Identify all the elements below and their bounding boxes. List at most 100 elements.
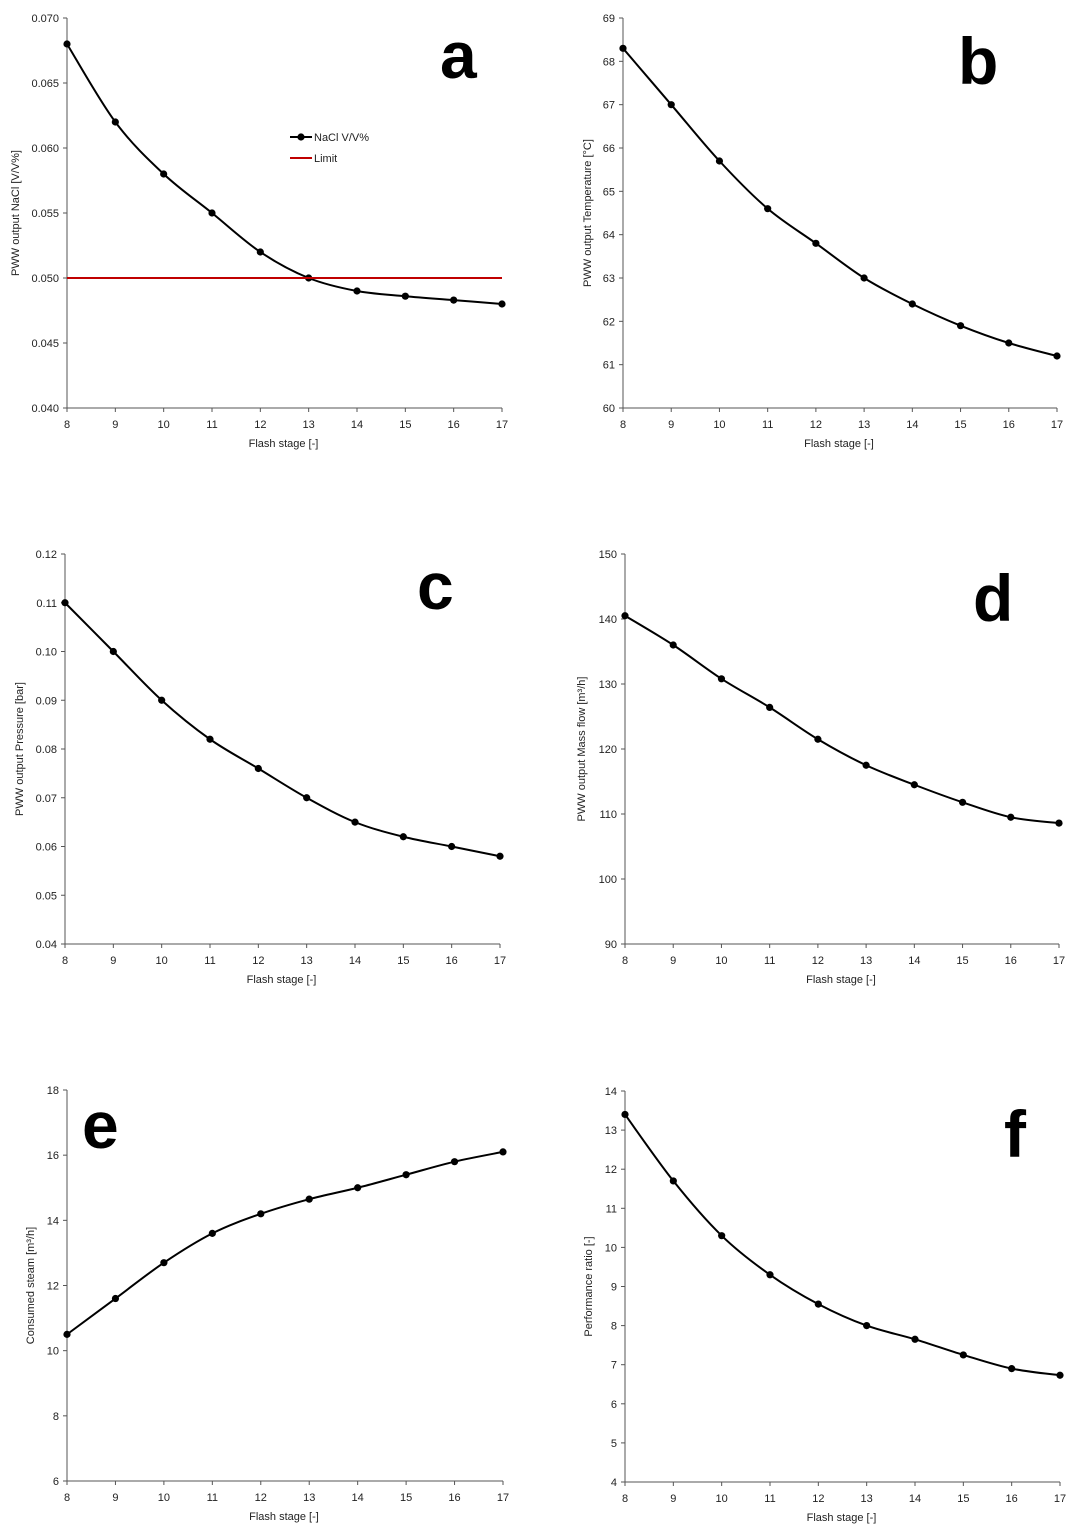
y-tick-label: 0.065	[31, 78, 59, 90]
x-tick-label: 9	[110, 955, 116, 967]
data-point	[402, 1171, 410, 1179]
data-point	[160, 170, 168, 178]
x-tick-label: 13	[301, 955, 313, 967]
x-tick-label: 14	[906, 419, 918, 431]
series-line	[64, 602, 501, 858]
data-point	[254, 764, 262, 773]
data-point	[111, 118, 119, 126]
x-tick-label: 8	[62, 955, 68, 967]
data-point	[354, 1184, 362, 1192]
data-point	[621, 612, 629, 620]
y-tick-label: 62	[603, 316, 615, 328]
y-tick-label: 8	[611, 1321, 617, 1333]
y-tick-label: 0.050	[31, 273, 59, 285]
x-tick-label: 10	[158, 1492, 170, 1504]
legend-entry: Limit	[314, 153, 337, 165]
x-tick-label: 12	[810, 419, 822, 431]
data-point	[206, 735, 214, 743]
y-tick-label: 65	[603, 186, 615, 198]
x-tick-label: 11	[206, 419, 217, 431]
x-tick-label: 16	[446, 955, 458, 967]
data-point	[812, 239, 820, 247]
y-tick-label: 13	[605, 1125, 617, 1137]
y-tick-label: 69	[603, 13, 615, 25]
y-tick-label: 66	[603, 143, 615, 155]
x-tick-label: 8	[620, 419, 626, 431]
y-tick-label: 7	[611, 1360, 617, 1372]
x-tick-label: 14	[351, 419, 363, 431]
data-point	[303, 794, 311, 802]
y-tick-label: 67	[603, 100, 615, 112]
panel-label: d	[973, 561, 1013, 635]
data-point	[958, 798, 967, 806]
data-point	[499, 1148, 507, 1156]
y-tick-label: 12	[605, 1164, 617, 1176]
data-point	[109, 647, 117, 656]
series-line	[66, 43, 503, 305]
data-point	[450, 296, 458, 304]
panel-label: a	[440, 18, 478, 92]
chart-panel-f: 4 5 6 7 8 9 10 11 12 13 14 8 9 10 11 12 13 14 15 16 17 Flash …	[583, 1086, 1066, 1524]
chart-panel-d: 90 100 110 120 130 140 150 8 9 10 11 12 13 14 15 16 17 Fl…	[576, 549, 1065, 986]
legend-entry: NaCl V/V%	[314, 132, 369, 144]
data-point	[353, 287, 361, 295]
data-point	[450, 1158, 459, 1166]
y-tick-label: 100	[599, 874, 617, 886]
x-tick-label: 14	[909, 1493, 921, 1505]
chart-panel-a: 0.040 0.045 0.050 0.055 0.060 0.065 0.070 8 9 10 1…	[10, 13, 508, 450]
x-tick-label: 17	[496, 419, 508, 431]
data-point	[448, 842, 456, 851]
y-tick-label: 6	[611, 1399, 617, 1411]
panel-label: b	[958, 24, 998, 98]
x-tick-label: 11	[204, 955, 215, 967]
y-tick-label: 0.06	[36, 842, 57, 854]
data-point	[1056, 1371, 1064, 1379]
y-tick-label: 0.11	[36, 598, 57, 610]
data-point	[63, 1330, 71, 1338]
data-point	[63, 40, 71, 48]
data-point	[160, 1259, 168, 1267]
y-axis-title: PWW output Temperature [°C]	[582, 139, 594, 287]
y-tick-label: 140	[599, 614, 617, 626]
data-point	[496, 852, 504, 860]
data-point	[1053, 352, 1061, 360]
y-tick-label: 63	[603, 273, 615, 285]
y-tick-label: 0.08	[36, 744, 57, 756]
y-tick-label: 9	[611, 1282, 617, 1294]
x-tick-label: 10	[716, 1493, 728, 1505]
y-tick-label: 0.040	[31, 403, 59, 415]
y-tick-label: 110	[599, 809, 617, 821]
y-tick-label: 120	[599, 744, 617, 756]
y-tick-label: 4	[611, 1477, 617, 1489]
y-tick-label: 14	[47, 1215, 59, 1227]
data-point	[667, 101, 675, 109]
x-tick-label: 11	[764, 955, 775, 967]
x-tick-label: 15	[399, 419, 411, 431]
x-tick-label: 15	[956, 955, 968, 967]
x-tick-label: 10	[158, 419, 170, 431]
y-tick-label: 0.045	[31, 338, 59, 350]
x-tick-label: 9	[668, 419, 674, 431]
x-tick-label: 14	[908, 955, 920, 967]
panel-label: c	[417, 549, 454, 623]
x-tick-label: 8	[64, 419, 70, 431]
y-axis-title: Consumed steam [m³/h]	[25, 1227, 37, 1344]
panel-label: f	[1004, 1097, 1027, 1171]
x-tick-label: 11	[207, 1492, 218, 1504]
data-point	[718, 1232, 726, 1240]
x-tick-label: 9	[112, 1492, 118, 1504]
data-point	[863, 1322, 871, 1330]
series-line	[622, 47, 1058, 357]
data-point	[1055, 819, 1063, 827]
y-tick-label: 5	[611, 1438, 617, 1450]
chart-panel-b: 60 61 62 63 64 65 66 67 68 69 8 9 10 11 12 13 14 15 16 17 Fl…	[582, 13, 1063, 450]
x-tick-label: 12	[812, 955, 824, 967]
x-tick-label: 12	[812, 1493, 824, 1505]
x-tick-label: 13	[858, 419, 870, 431]
y-tick-label: 0.10	[36, 647, 57, 659]
data-point	[257, 1210, 265, 1218]
y-tick-label: 61	[603, 360, 615, 372]
x-tick-label: 8	[64, 1492, 70, 1504]
